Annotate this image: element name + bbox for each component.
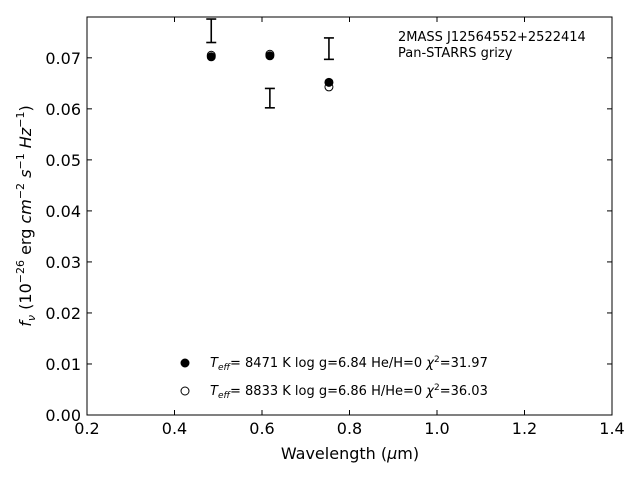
x-tick-label: 0.4 xyxy=(162,419,187,438)
y-tick-label: 0.06 xyxy=(45,100,81,119)
legend-entry-2: Teff= 8833 K log g=6.86 H/He=0 χ2=36.03 xyxy=(210,383,488,401)
y-tick-label: 0.00 xyxy=(45,406,81,425)
x-tick-label: 1.2 xyxy=(512,419,537,438)
x-tick-label: 1.4 xyxy=(599,419,624,438)
x-tick-label: 0.8 xyxy=(337,419,362,438)
x-tick-label: 1.0 xyxy=(424,419,449,438)
model-point-filled xyxy=(324,77,334,87)
y-axis-label: fν (10−26 erg cm−2 s−1 Hz−1) xyxy=(14,105,38,326)
x-axis-ticks: 0.2 0.4 0.6 0.8 1.0 1.2 1.4 xyxy=(74,17,625,438)
x-tick-label: 0.2 xyxy=(74,419,99,438)
legend-marker-open xyxy=(180,386,190,396)
y-axis-ticks: 0.00 0.01 0.02 0.03 0.04 0.05 0.06 0.07 xyxy=(45,49,612,425)
y-tick-label: 0.07 xyxy=(45,49,81,68)
y-tick-label: 0.01 xyxy=(45,355,81,374)
model-markers xyxy=(206,49,334,92)
legend-marker-filled xyxy=(180,358,190,368)
y-tick-label: 0.05 xyxy=(45,151,81,170)
model-point-open xyxy=(206,50,216,60)
model-point-open xyxy=(265,49,275,59)
legend-entry-1: Teff= 8471 K log g=6.84 He/H=0 χ2=31.97 xyxy=(210,355,488,373)
model-point-open xyxy=(324,82,334,92)
x-tick-label: 0.6 xyxy=(249,419,274,438)
observed-errorbars xyxy=(206,18,334,109)
object-name-annotation: 2MASS J12564552+2522414 xyxy=(398,30,586,45)
y-tick-label: 0.03 xyxy=(45,253,81,272)
y-tick-label: 0.02 xyxy=(45,304,81,323)
filter-set-annotation: Pan-STARRS grizy xyxy=(398,46,513,61)
x-axis-label: Wavelength (μm) xyxy=(281,444,419,463)
y-tick-label: 0.04 xyxy=(45,202,81,221)
legend: Teff= 8471 K log g=6.84 He/H=0 χ2=31.97 … xyxy=(180,355,488,401)
